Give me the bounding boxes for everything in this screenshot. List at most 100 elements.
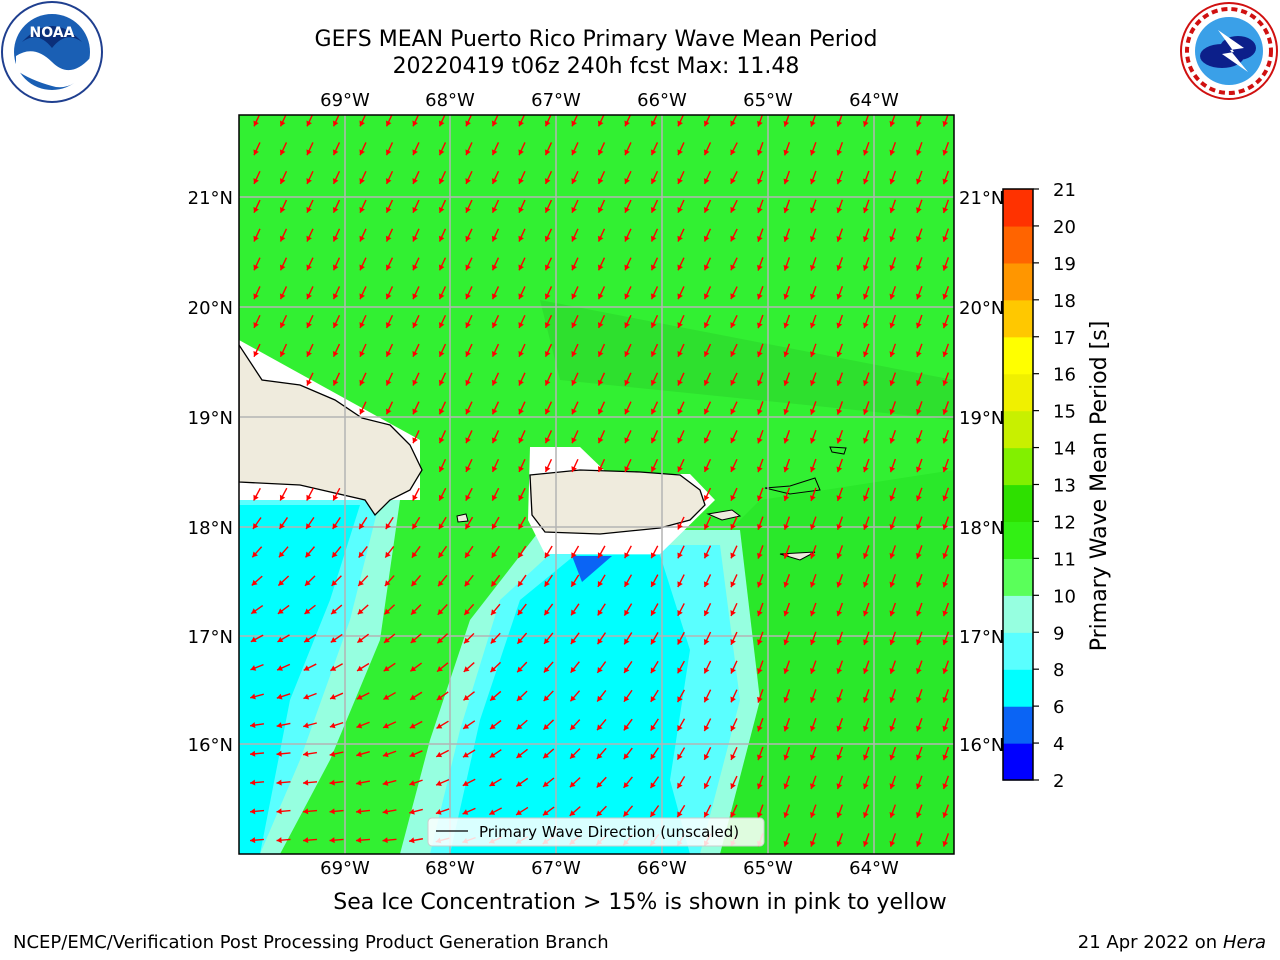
wave-arrow-head: [862, 639, 869, 645]
wave-arrow-head: [703, 350, 710, 357]
wave-arrow-head: [756, 754, 763, 761]
wave-arrow-head: [517, 637, 523, 644]
wave-arrow-head: [809, 466, 816, 473]
wave-arrow-head: [436, 751, 443, 758]
wave-arrow-head: [677, 350, 683, 357]
wave-arrow-head: [756, 437, 763, 444]
wave-arrow-head: [862, 812, 869, 818]
wave-arrow-head: [359, 523, 365, 530]
wave-arrow-head: [889, 293, 896, 300]
wave-arrow-head: [276, 779, 282, 786]
wave-arrow-head: [491, 466, 498, 472]
wave-arrow-head: [250, 808, 256, 815]
wave-arrow-head: [836, 293, 843, 300]
wave-arrow-head: [862, 696, 869, 703]
wave-arrow-head: [306, 523, 312, 530]
wave-arrow-head: [438, 350, 445, 357]
wave-arrow-head: [836, 668, 843, 674]
wave-arrow-head: [571, 235, 577, 242]
colorbar-segment: [1003, 262, 1033, 301]
wave-arrow-head: [889, 812, 896, 818]
wave-arrow-head: [597, 437, 604, 444]
wave-arrow-head: [862, 581, 869, 588]
wave-arrow-head: [544, 149, 551, 156]
wave-arrow-head: [359, 293, 365, 300]
land-virgin-islands: [764, 477, 821, 495]
wave-arrow-head: [544, 379, 551, 386]
wave-arrow-head: [915, 783, 922, 789]
wave-arrow-head: [518, 350, 524, 357]
wave-arrow-head: [783, 696, 790, 703]
wave-arrow-head: [436, 723, 443, 729]
wave-arrow-head: [703, 610, 710, 616]
wave-arrow-head: [571, 466, 577, 472]
wave-arrow-head: [730, 811, 736, 818]
wave-arrow-head: [250, 665, 257, 671]
wave-arrow-head: [279, 494, 286, 501]
wave-arrow-head: [304, 636, 310, 643]
wave-arrow-head: [518, 264, 524, 271]
wave-arrow-head: [412, 149, 418, 156]
wave-arrow-head: [836, 524, 843, 530]
wave-arrow-head: [836, 437, 843, 444]
wave-arrow-head: [703, 523, 710, 530]
lon-label-bottom: 65°W: [743, 858, 793, 879]
wave-arrow-head: [942, 466, 949, 473]
wave-arrow-head: [465, 466, 471, 472]
wave-arrow-head: [836, 408, 843, 415]
wave-arrow-head: [756, 495, 763, 501]
wave-arrow-head: [356, 722, 363, 729]
wave-arrow-head: [438, 437, 445, 444]
wave-arrow-head: [889, 524, 896, 530]
colorbar-segment: [1003, 595, 1033, 633]
wave-arrow-head: [650, 350, 657, 357]
wave-arrow-head: [677, 408, 683, 415]
wave-arrow-head: [306, 494, 312, 501]
wave-arrow-head: [303, 837, 309, 844]
wave-arrow-head: [597, 408, 604, 415]
wave-arrow-head: [438, 379, 445, 386]
wave-arrow-head: [677, 782, 683, 789]
wave-arrow-head: [491, 350, 498, 357]
wave-arrow-head: [756, 264, 763, 271]
wave-arrow-head: [809, 754, 816, 761]
wave-arrow-head: [889, 725, 896, 732]
wave-arrow-head: [383, 665, 390, 672]
wave-arrow-head: [730, 120, 736, 127]
wave-arrow-head: [518, 178, 524, 184]
wave-arrow-head: [783, 408, 790, 415]
wave-arrow-head: [597, 379, 604, 386]
wave-arrow-head: [279, 206, 286, 213]
wave-arrow-head: [809, 668, 816, 674]
wave-arrow-head: [277, 665, 283, 671]
colorbar-tick-label: 16: [1053, 365, 1076, 386]
wave-arrow-head: [329, 837, 335, 844]
wave-arrow-head: [332, 350, 339, 357]
wave-arrow-head: [250, 722, 256, 729]
wave-arrow-head: [571, 609, 577, 616]
wave-arrow-head: [677, 696, 683, 703]
wave-arrow-head: [915, 236, 922, 242]
wave-arrow-head: [677, 235, 683, 242]
wave-arrow-head: [756, 149, 763, 156]
wave-arrow-head: [809, 725, 816, 732]
wave-arrow-head: [942, 380, 949, 386]
wave-arrow-head: [332, 235, 339, 242]
wave-arrow-head: [862, 725, 869, 732]
wave-arrow-head: [889, 495, 896, 501]
wave-arrow-head: [836, 466, 843, 473]
wave-arrow-head: [836, 351, 843, 357]
wave-arrow-head: [677, 379, 683, 386]
wave-arrow-head: [385, 293, 392, 300]
wave-arrow-head: [385, 235, 392, 242]
wave-arrow-head: [491, 322, 498, 328]
noaa-logo: NOAA: [1, 1, 103, 103]
wave-arrow-head: [359, 379, 365, 386]
wave-arrow-head: [703, 149, 710, 156]
wave-arrow-head: [942, 264, 949, 271]
wave-arrow-head: [359, 264, 365, 271]
wave-arrow-head: [783, 322, 790, 329]
wave-arrow-head: [624, 206, 630, 213]
wave-arrow-head: [809, 178, 816, 185]
wave-arrow-head: [356, 779, 362, 786]
